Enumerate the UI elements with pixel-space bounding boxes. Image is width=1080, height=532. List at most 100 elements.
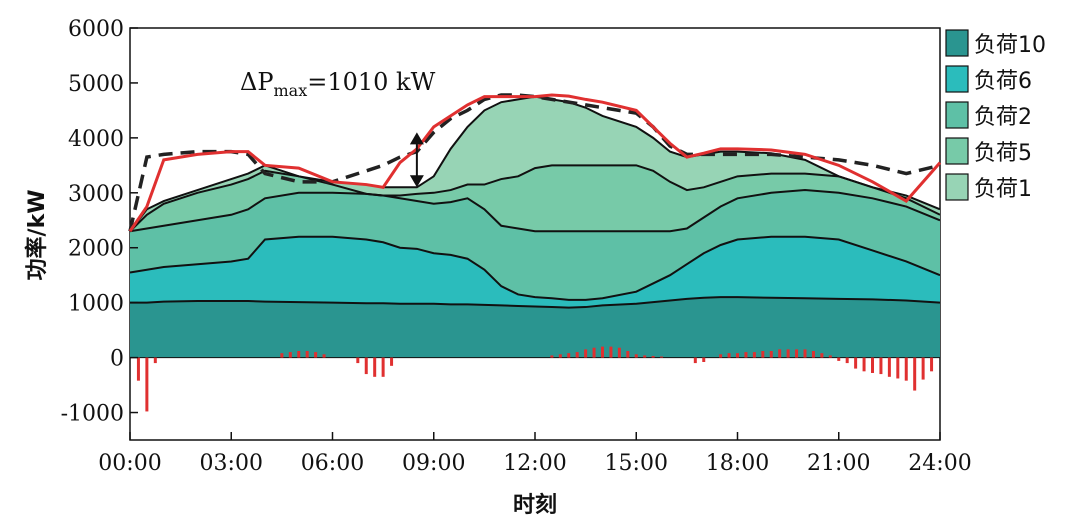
y-tick-label: 6000 bbox=[68, 17, 124, 42]
bar bbox=[322, 354, 326, 358]
y-axis-title: 功率/kW bbox=[24, 190, 50, 281]
boundary-负荷6 bbox=[129, 235, 941, 301]
y-axis: -1000 0 1000 2000 3000 4000 5000 6000 bbox=[61, 17, 138, 427]
bar bbox=[584, 349, 588, 358]
stacked-areas bbox=[129, 95, 941, 359]
bar bbox=[719, 354, 723, 358]
bar bbox=[297, 351, 301, 358]
area-负荷10 bbox=[130, 297, 940, 358]
legend-label: 负荷2 bbox=[974, 105, 1032, 130]
bar bbox=[617, 347, 621, 358]
x-tick-label: 03:00 bbox=[200, 451, 263, 476]
bar bbox=[736, 353, 739, 358]
boundary-负荷5 bbox=[129, 164, 941, 232]
bar bbox=[601, 346, 604, 358]
bar bbox=[854, 357, 858, 369]
bar bbox=[145, 357, 149, 412]
bar bbox=[913, 357, 917, 391]
bar bbox=[373, 357, 377, 377]
area-负荷6 bbox=[130, 236, 940, 308]
bar bbox=[288, 352, 292, 358]
bar bbox=[871, 357, 874, 373]
bar bbox=[280, 353, 284, 358]
x-tick-label: 21:00 bbox=[807, 451, 870, 476]
bar bbox=[390, 357, 394, 366]
bar bbox=[837, 357, 841, 361]
bar bbox=[651, 355, 655, 358]
bar bbox=[879, 357, 883, 375]
legend-swatch bbox=[945, 101, 969, 129]
x-tick-label: 06:00 bbox=[301, 451, 364, 476]
bar bbox=[727, 353, 731, 358]
bar bbox=[769, 351, 773, 358]
area-负荷2 bbox=[130, 190, 940, 300]
bar bbox=[761, 351, 765, 358]
y-tick-label: 1000 bbox=[68, 292, 124, 317]
legend-label: 负荷5 bbox=[974, 141, 1032, 166]
bar bbox=[153, 357, 157, 364]
bar bbox=[887, 357, 891, 377]
x-tick-label: 00:00 bbox=[98, 451, 161, 476]
x-axis-title: 时刻 bbox=[513, 492, 557, 518]
bar bbox=[314, 352, 318, 358]
bar bbox=[845, 357, 849, 364]
bar bbox=[136, 357, 140, 381]
bar bbox=[567, 353, 571, 358]
x-tick-label: 18:00 bbox=[706, 451, 769, 476]
bar bbox=[592, 347, 596, 358]
legend: 负荷10 负荷6 负荷2 负荷5 负荷1 bbox=[945, 29, 1046, 202]
y-tick-label: 3000 bbox=[68, 182, 124, 207]
annotation-subscript: max bbox=[273, 81, 307, 100]
bar bbox=[364, 357, 368, 375]
legend-label: 负荷10 bbox=[974, 33, 1046, 58]
dashed-line bbox=[128, 93, 941, 232]
bar bbox=[820, 353, 824, 358]
y-tick-label: 2000 bbox=[68, 237, 124, 262]
x-tick-label: 24:00 bbox=[908, 451, 971, 476]
bar bbox=[896, 357, 900, 379]
bar bbox=[558, 354, 562, 358]
bar bbox=[626, 351, 630, 358]
bar bbox=[660, 356, 664, 358]
bar bbox=[795, 349, 799, 358]
bar bbox=[786, 349, 790, 358]
bar bbox=[550, 355, 554, 358]
bar bbox=[356, 357, 360, 364]
total-load-line bbox=[128, 93, 942, 233]
bar bbox=[778, 349, 782, 358]
bar bbox=[305, 351, 309, 358]
bar bbox=[575, 352, 579, 358]
boundary-负荷2 bbox=[129, 189, 941, 233]
y-tick-label: 5000 bbox=[68, 72, 124, 97]
x-tick-label: 12:00 bbox=[503, 451, 566, 476]
bar bbox=[702, 357, 706, 362]
bar bbox=[609, 346, 613, 358]
area-负荷1 bbox=[130, 96, 940, 232]
bar bbox=[803, 349, 807, 358]
deviation-bars bbox=[136, 346, 934, 412]
area-负荷5 bbox=[130, 165, 940, 232]
boundary-负荷10 bbox=[130, 296, 941, 309]
legend-swatch bbox=[945, 173, 969, 201]
bar bbox=[811, 351, 815, 358]
bar bbox=[744, 352, 748, 358]
delta-arrow bbox=[409, 132, 424, 188]
legend-swatch bbox=[945, 29, 969, 57]
x-tick-label: 15:00 bbox=[605, 451, 668, 476]
bar bbox=[921, 357, 925, 380]
annotation-text: ΔPmax=1010 kW bbox=[240, 68, 436, 100]
bar bbox=[693, 357, 697, 364]
bar bbox=[634, 354, 638, 358]
bar bbox=[381, 357, 385, 377]
bar bbox=[930, 357, 934, 372]
x-tick-label: 09:00 bbox=[402, 451, 465, 476]
arrow-head-down bbox=[409, 175, 424, 188]
bar bbox=[828, 355, 832, 358]
legend-swatch bbox=[945, 65, 969, 93]
lines bbox=[128, 93, 942, 233]
legend-label: 负荷1 bbox=[974, 177, 1032, 202]
x-axis: 00:00 03:00 06:00 09:00 12:00 15:00 18:00 21:00… bbox=[98, 432, 972, 476]
legend-swatch bbox=[945, 137, 969, 165]
y-tick-label: -1000 bbox=[61, 402, 124, 427]
